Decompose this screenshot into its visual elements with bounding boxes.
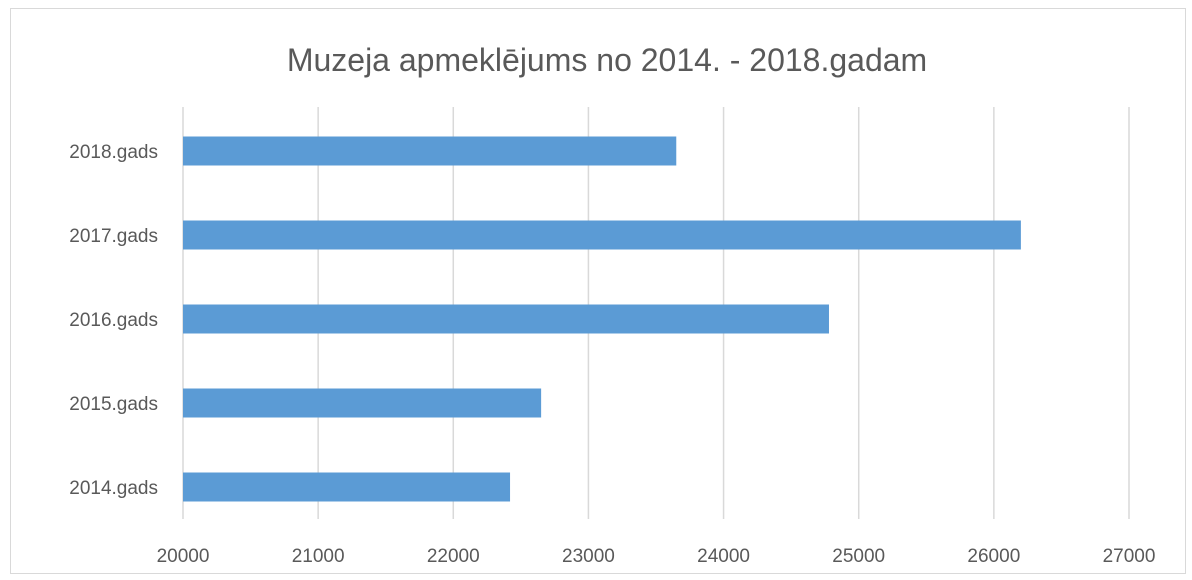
bars [183,136,1021,502]
x-tick-label: 20000 [157,546,210,567]
category-label: 2018.gads [69,142,158,163]
x-tick-label: 21000 [292,546,345,567]
bar [183,304,829,334]
x-tick-label: 22000 [427,546,480,567]
x-tick-labels: 20000 21000 22000 23000 24000 25000 26000 27000 [157,546,1156,567]
category-label: 2016.gads [69,310,158,331]
bar [183,136,677,166]
category-labels: 2018.gads 2017.gads 2016.gads 2015.gads 2014… [69,142,158,499]
category-label: 2014.gads [69,478,158,499]
x-tick-label: 24000 [697,546,750,567]
bar [183,472,511,502]
x-tick-label: 25000 [832,546,885,567]
bar [183,220,1021,250]
x-tick-label: 27000 [1103,546,1156,567]
chart-frame: Muzeja apmeklējums no 2014. - 2018.gadam… [10,8,1186,574]
category-label: 2015.gads [69,394,158,415]
category-label: 2017.gads [69,226,158,247]
chart-title: Muzeja apmeklējums no 2014. - 2018.gadam [287,42,927,78]
x-tick-label: 23000 [562,546,615,567]
x-tick-label: 26000 [967,546,1020,567]
bar [183,388,542,418]
bar-chart: Muzeja apmeklējums no 2014. - 2018.gadam… [69,42,1156,567]
